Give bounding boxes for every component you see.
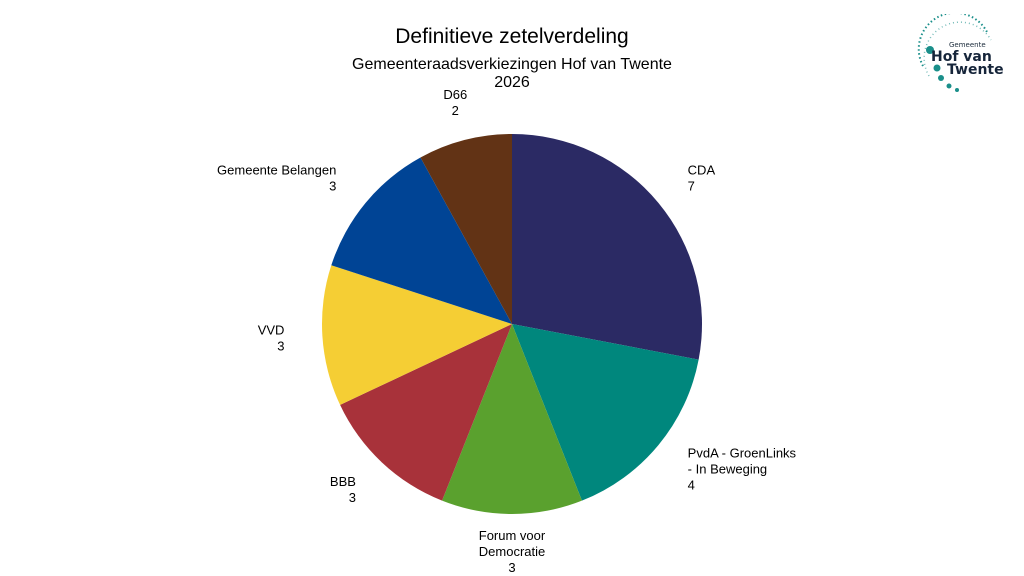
subtitle-line-2: 2026 xyxy=(494,74,530,91)
logo-arc-icon xyxy=(923,21,992,77)
pie-slice xyxy=(322,265,512,405)
slice-value-label: 3 xyxy=(329,179,336,194)
slice-name-label: Democratie xyxy=(479,544,545,559)
subtitle-line-1: Gemeenteraadsverkiezingen Hof van Twente xyxy=(352,56,672,73)
chart-subtitle: Gemeenteraadsverkiezingen Hof van Twente… xyxy=(0,56,1024,92)
slice-name-label: Forum voor xyxy=(479,528,546,543)
logo-name-line-2: Twente xyxy=(947,62,1004,78)
logo-dot-icon xyxy=(933,64,941,72)
slice-name-label: D66 xyxy=(443,87,467,102)
slice-value-label: 3 xyxy=(508,560,515,575)
pie-slice xyxy=(340,324,512,501)
logo-dot-icon xyxy=(946,83,952,89)
slice-value-label: 7 xyxy=(688,179,695,194)
pie-slice xyxy=(512,134,702,360)
logo-dot-icon xyxy=(938,75,944,81)
pie-slice xyxy=(420,134,512,324)
logo-arc-icon xyxy=(917,11,988,67)
logo-dot-icon xyxy=(955,88,959,92)
slice-name-label: CDA xyxy=(688,163,716,178)
pie-slice xyxy=(331,157,512,324)
chart-title: Definitieve zetelverdeling xyxy=(395,25,629,48)
slice-value-label: 2 xyxy=(452,103,459,118)
logo-dot-icon xyxy=(926,46,934,54)
slice-name-label: Gemeente Belangen xyxy=(217,163,336,178)
logo-mark xyxy=(917,11,992,92)
logo-small-text: Gemeente xyxy=(949,41,986,49)
slice-value-label: 3 xyxy=(349,490,356,505)
slice-name-label: BBB xyxy=(330,474,356,489)
slice-value-label: 4 xyxy=(688,477,695,492)
slice-name-label: VVD xyxy=(258,322,285,337)
pie-slice xyxy=(442,324,582,514)
logo-name-line-1: Hof van xyxy=(931,49,992,65)
slice-name-label: PvdA - GroenLinks xyxy=(688,445,797,460)
slice-name-label: - In Beweging xyxy=(688,461,768,476)
slice-value-label: 3 xyxy=(277,338,284,353)
gemeente-logo: Gemeente Hof van Twente xyxy=(905,11,1005,98)
pie-slice xyxy=(512,324,699,501)
